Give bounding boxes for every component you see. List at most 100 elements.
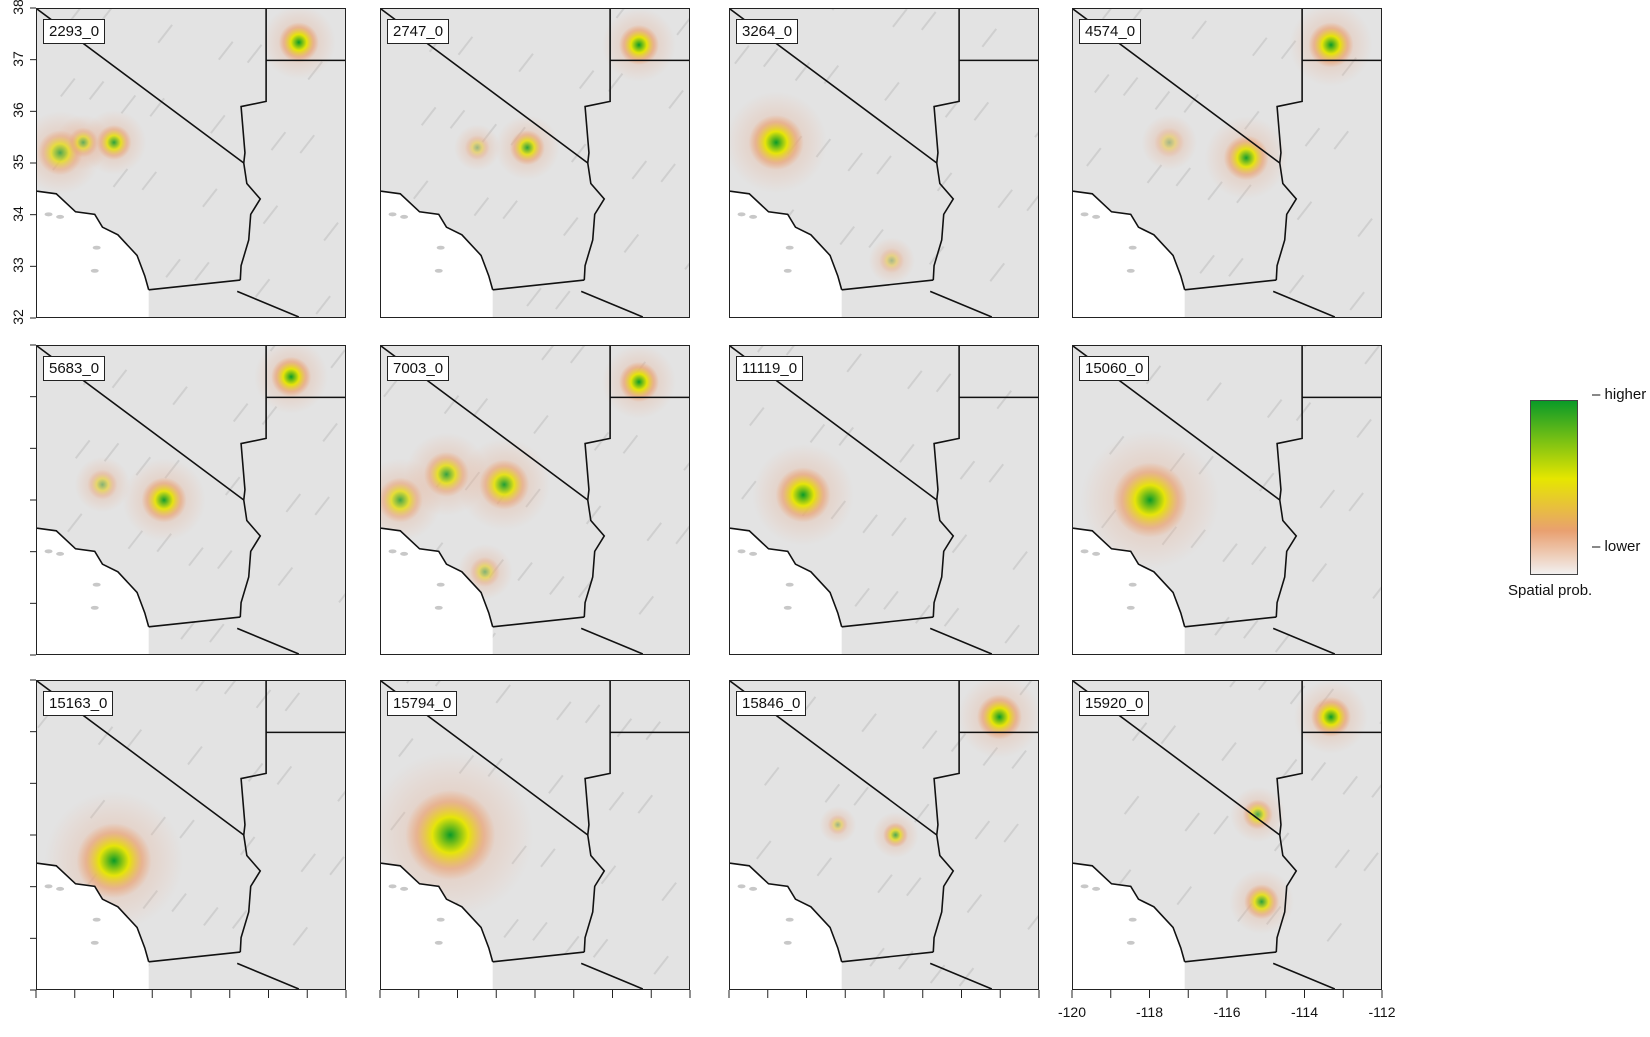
terrain-ridge xyxy=(763,766,780,786)
terrain-ridge xyxy=(495,684,511,704)
boundary-line xyxy=(583,162,606,281)
terrain-ridge xyxy=(951,534,968,554)
terrain-ridge xyxy=(734,45,750,65)
terrain-ridge xyxy=(891,517,907,537)
terrain-ridge xyxy=(217,550,233,570)
terrain-ridge xyxy=(600,865,617,885)
boundary-line xyxy=(37,527,150,627)
terrain-ridge xyxy=(974,820,991,840)
terrain-ridge xyxy=(868,228,884,249)
boundary-line xyxy=(584,9,611,164)
island xyxy=(92,582,101,587)
terrain-ridge xyxy=(1363,852,1379,872)
boundary-line xyxy=(1073,190,1186,290)
terrain-ridge xyxy=(877,874,893,894)
terrain-ridge xyxy=(472,398,489,418)
terrain-ridge xyxy=(989,262,1006,282)
terrain-ridge xyxy=(981,28,998,48)
terrain-ridge xyxy=(239,836,256,856)
terrain-ridge xyxy=(223,681,237,695)
terrain-ridge xyxy=(457,36,474,56)
boundary-line xyxy=(932,834,955,953)
terrain-ridge xyxy=(762,48,779,68)
island xyxy=(90,268,99,273)
panel-label: 2747_0 xyxy=(387,19,450,44)
terrain-ridge xyxy=(1273,832,1290,852)
boundary-line xyxy=(584,346,611,501)
terrain-ridge xyxy=(209,623,225,643)
terrain-ridge xyxy=(1012,551,1028,571)
terrain-ridge xyxy=(1281,758,1298,778)
terrain-ridge xyxy=(959,460,976,480)
boundary-line xyxy=(1184,279,1277,291)
terrain-ridge xyxy=(1372,586,1381,599)
terrain-ridge xyxy=(637,794,654,814)
terrain-ridge xyxy=(1251,546,1267,566)
terrain-ridge xyxy=(383,378,399,398)
panel-label: 15794_0 xyxy=(387,691,458,716)
terrain-ridge xyxy=(1364,346,1380,365)
terrain-ridge xyxy=(1191,20,1207,40)
boundary-line xyxy=(239,162,262,281)
island xyxy=(737,212,746,217)
terrain-ridge xyxy=(645,721,661,741)
terrain-ridge xyxy=(906,877,922,897)
terrain-ridge xyxy=(518,53,534,73)
boundary-line xyxy=(1073,862,1186,962)
terrain-ridge xyxy=(638,595,655,615)
island xyxy=(1092,214,1101,219)
terrain-ridge xyxy=(232,403,249,423)
island xyxy=(749,886,758,891)
terrain-ridge xyxy=(1086,147,1102,167)
terrain-ridge xyxy=(996,390,1012,410)
boundary-line xyxy=(580,962,644,989)
terrain-ridge xyxy=(816,857,833,877)
map-panel: 11119_0 xyxy=(729,345,1039,655)
terrain-ridge xyxy=(846,353,862,373)
terrain-ridge xyxy=(1199,254,1215,274)
terrain-ridge xyxy=(277,566,294,587)
boundary-line xyxy=(929,627,993,654)
terrain-ridge xyxy=(195,681,205,692)
boundary-line xyxy=(1272,962,1336,989)
probability-hotspot xyxy=(1154,127,1185,158)
x-tick-label: -120 xyxy=(1057,1004,1087,1020)
terrain-ridge xyxy=(1326,922,1343,942)
island xyxy=(56,214,65,219)
legend-low-label: – lower xyxy=(1592,538,1641,555)
terrain-ridge xyxy=(1334,849,1350,869)
terrain-ridge xyxy=(254,278,271,298)
boundary-line xyxy=(240,346,267,501)
island xyxy=(785,917,794,922)
terrain-ridge xyxy=(884,81,900,102)
terrain-ridge xyxy=(1288,274,1305,294)
terrain-ridge xyxy=(285,493,302,513)
terrain-ridge xyxy=(1130,9,1143,23)
island xyxy=(783,268,792,273)
probability-hotspot xyxy=(278,22,319,63)
terrain-ridge xyxy=(74,439,91,459)
x-tick-label: -112 xyxy=(1368,1004,1396,1020)
boundary-line xyxy=(583,499,606,618)
boundary-line xyxy=(1276,9,1303,164)
boundary-line xyxy=(1272,627,1336,654)
boundary-line xyxy=(37,862,150,962)
terrain-ridge xyxy=(1122,76,1139,97)
terrain-ridge xyxy=(847,152,863,172)
terrain-ridge xyxy=(179,819,195,839)
boundary-line xyxy=(929,290,993,317)
terrain-ridge xyxy=(1349,291,1365,311)
terrain-ridge xyxy=(943,607,960,627)
probability-hotspot xyxy=(748,114,804,170)
island xyxy=(436,582,445,587)
boundary-line xyxy=(148,616,241,628)
terrain-ridge xyxy=(1258,681,1268,691)
terrain-ridge xyxy=(203,906,219,927)
terrain-ridge xyxy=(194,261,210,281)
boundary-line xyxy=(381,190,494,290)
terrain-ridge xyxy=(1311,562,1328,583)
x-tick-label: -114 xyxy=(1291,1004,1318,1020)
island xyxy=(1092,886,1101,891)
terrain-ridge xyxy=(210,114,226,134)
probability-hotspot xyxy=(1310,696,1351,737)
